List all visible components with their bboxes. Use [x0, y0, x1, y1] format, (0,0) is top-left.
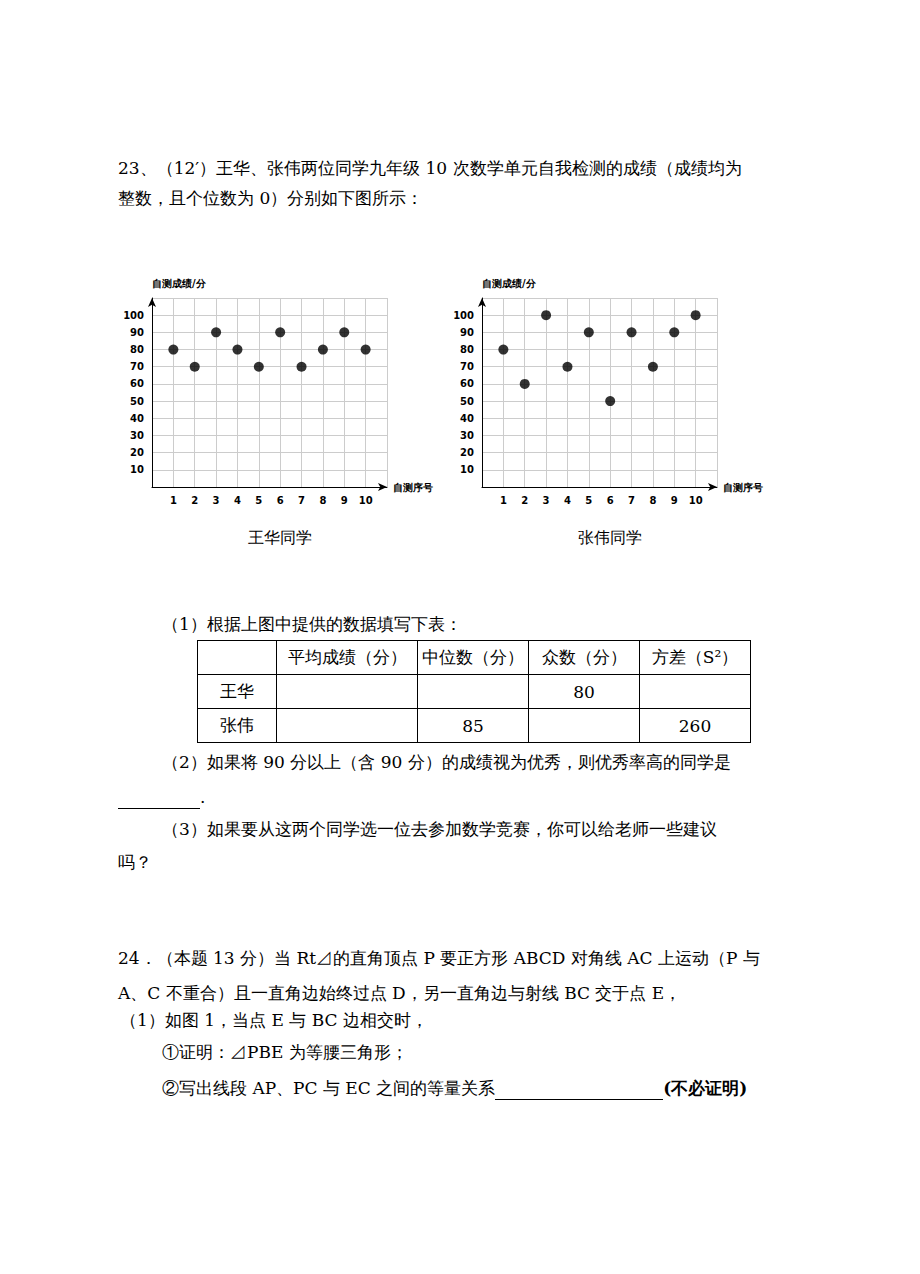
svg-text:8: 8: [649, 495, 656, 506]
svg-text:2: 2: [191, 495, 198, 506]
html-text:260: 260: [678, 715, 712, 736]
svg-text:5: 5: [585, 495, 592, 506]
html-text:（1）根据上图中提供的数据填写下表：: （1）根据上图中提供的数据填写下表：: [162, 614, 462, 634]
svg-text:5: 5: [255, 495, 262, 506]
svg-text:自测成绩/分: 自测成绩/分: [482, 278, 537, 289]
svg-text:100: 100: [453, 310, 474, 321]
svg-text:10: 10: [359, 495, 373, 506]
html-text:平均成绩（分）: 平均成绩（分）: [287, 647, 407, 667]
svg-text:70: 70: [130, 361, 144, 372]
svg-text:20: 20: [460, 447, 474, 458]
svg-text:王华同学: 王华同学: [248, 528, 312, 547]
svg-text:1: 1: [170, 495, 177, 506]
html-text:中位数（分）: 中位数（分）: [422, 647, 524, 667]
svg-text:100: 100: [123, 310, 144, 321]
svg-text:自测序号: 自测序号: [393, 482, 433, 493]
svg-text:60: 60: [130, 378, 144, 389]
svg-text:自测序号: 自测序号: [723, 482, 763, 493]
svg-text:80: 80: [460, 344, 474, 355]
svg-text:张伟同学: 张伟同学: [578, 528, 642, 547]
html-text:23、（12′）王华、张伟两位同学九年级 10 次数学单元自: 23、（12′）王华、张伟两位同学九年级 10 次数学单元自我检测的成绩（成绩均…: [118, 158, 742, 178]
svg-text:50: 50: [460, 396, 474, 407]
svg-text:20: 20: [130, 447, 144, 458]
html-text:(不必证明): (不必证明): [663, 1078, 748, 1098]
svg-text:30: 30: [460, 430, 474, 441]
svg-text:7: 7: [298, 495, 305, 506]
svg-text:2: 2: [521, 495, 528, 506]
svg-text:40: 40: [130, 413, 144, 424]
svg-text:9: 9: [341, 495, 348, 506]
html-text:①证明：⊿PBE 为等腰三角形；: ①证明：⊿PBE 为等腰三角形；: [162, 1042, 408, 1062]
svg-text:90: 90: [460, 327, 474, 338]
svg-text:3: 3: [543, 495, 550, 506]
svg-text:9: 9: [671, 495, 678, 506]
svg-text:1: 1: [500, 495, 507, 506]
svg-text:自测成绩/分: 自测成绩/分: [152, 278, 207, 289]
html-text:24．（本题 13 分）当 Rt⊿的直角顶点 P 要正方形: 24．（本题 13 分）当 Rt⊿的直角顶点 P 要正方形 ABCD 对角线 A…: [118, 948, 760, 968]
html-text:众数（分）: 众数（分）: [541, 647, 627, 667]
svg-text:50: 50: [130, 396, 144, 407]
svg-text:3: 3: [213, 495, 220, 506]
html-text:（2）如果将 90 分以上（含 90 分）的成绩视为优秀，则: （2）如果将 90 分以上（含 90 分）的成绩视为优秀，则优秀率高的同学是: [162, 752, 731, 772]
svg-text:10: 10: [460, 464, 474, 475]
svg-text:7: 7: [628, 495, 635, 506]
svg-text:4: 4: [234, 495, 241, 506]
html-text:（3）如果要从这两个同学选一位去参加数学竞赛，你可以给老师一: （3）如果要从这两个同学选一位去参加数学竞赛，你可以给老师一些建议: [162, 819, 717, 839]
html-text:80: 80: [573, 681, 595, 702]
html-text:吗？: 吗？: [118, 852, 152, 872]
html-text:②写出线段 AP、PC 与 EC 之间的等量关系: ②写出线段 AP、PC 与 EC 之间的等量关系: [162, 1078, 496, 1098]
html-text:A、C 不重合）且一直角边始终过点 D，另一直角边与射线 B: A、C 不重合）且一直角边始终过点 D，另一直角边与射线 BC 交于点 E，: [118, 983, 682, 1003]
svg-text:10: 10: [689, 495, 703, 506]
svg-text:80: 80: [130, 344, 144, 355]
svg-text:30: 30: [130, 430, 144, 441]
svg-text:60: 60: [460, 378, 474, 389]
html-text:整数，且个位数为 0）分别如下图所示：: 整数，且个位数为 0）分别如下图所示：: [118, 188, 424, 208]
svg-text:70: 70: [460, 361, 474, 372]
svg-text:90: 90: [130, 327, 144, 338]
svg-text:40: 40: [460, 413, 474, 424]
svg-text:8: 8: [319, 495, 326, 506]
html-text:方差（S²）: 方差（S²）: [651, 647, 739, 667]
svg-text:6: 6: [607, 495, 614, 506]
html-text:张伟: 张伟: [220, 715, 254, 735]
svg-text:4: 4: [564, 495, 571, 506]
html-text:（1）如图 1，当点 E 与 BC 边相交时，: （1）如图 1，当点 E 与 BC 边相交时，: [120, 1010, 428, 1030]
svg-text:6: 6: [277, 495, 284, 506]
html-text:王华: 王华: [220, 681, 254, 701]
html-text:85: 85: [462, 715, 484, 736]
svg-text:10: 10: [130, 464, 144, 475]
